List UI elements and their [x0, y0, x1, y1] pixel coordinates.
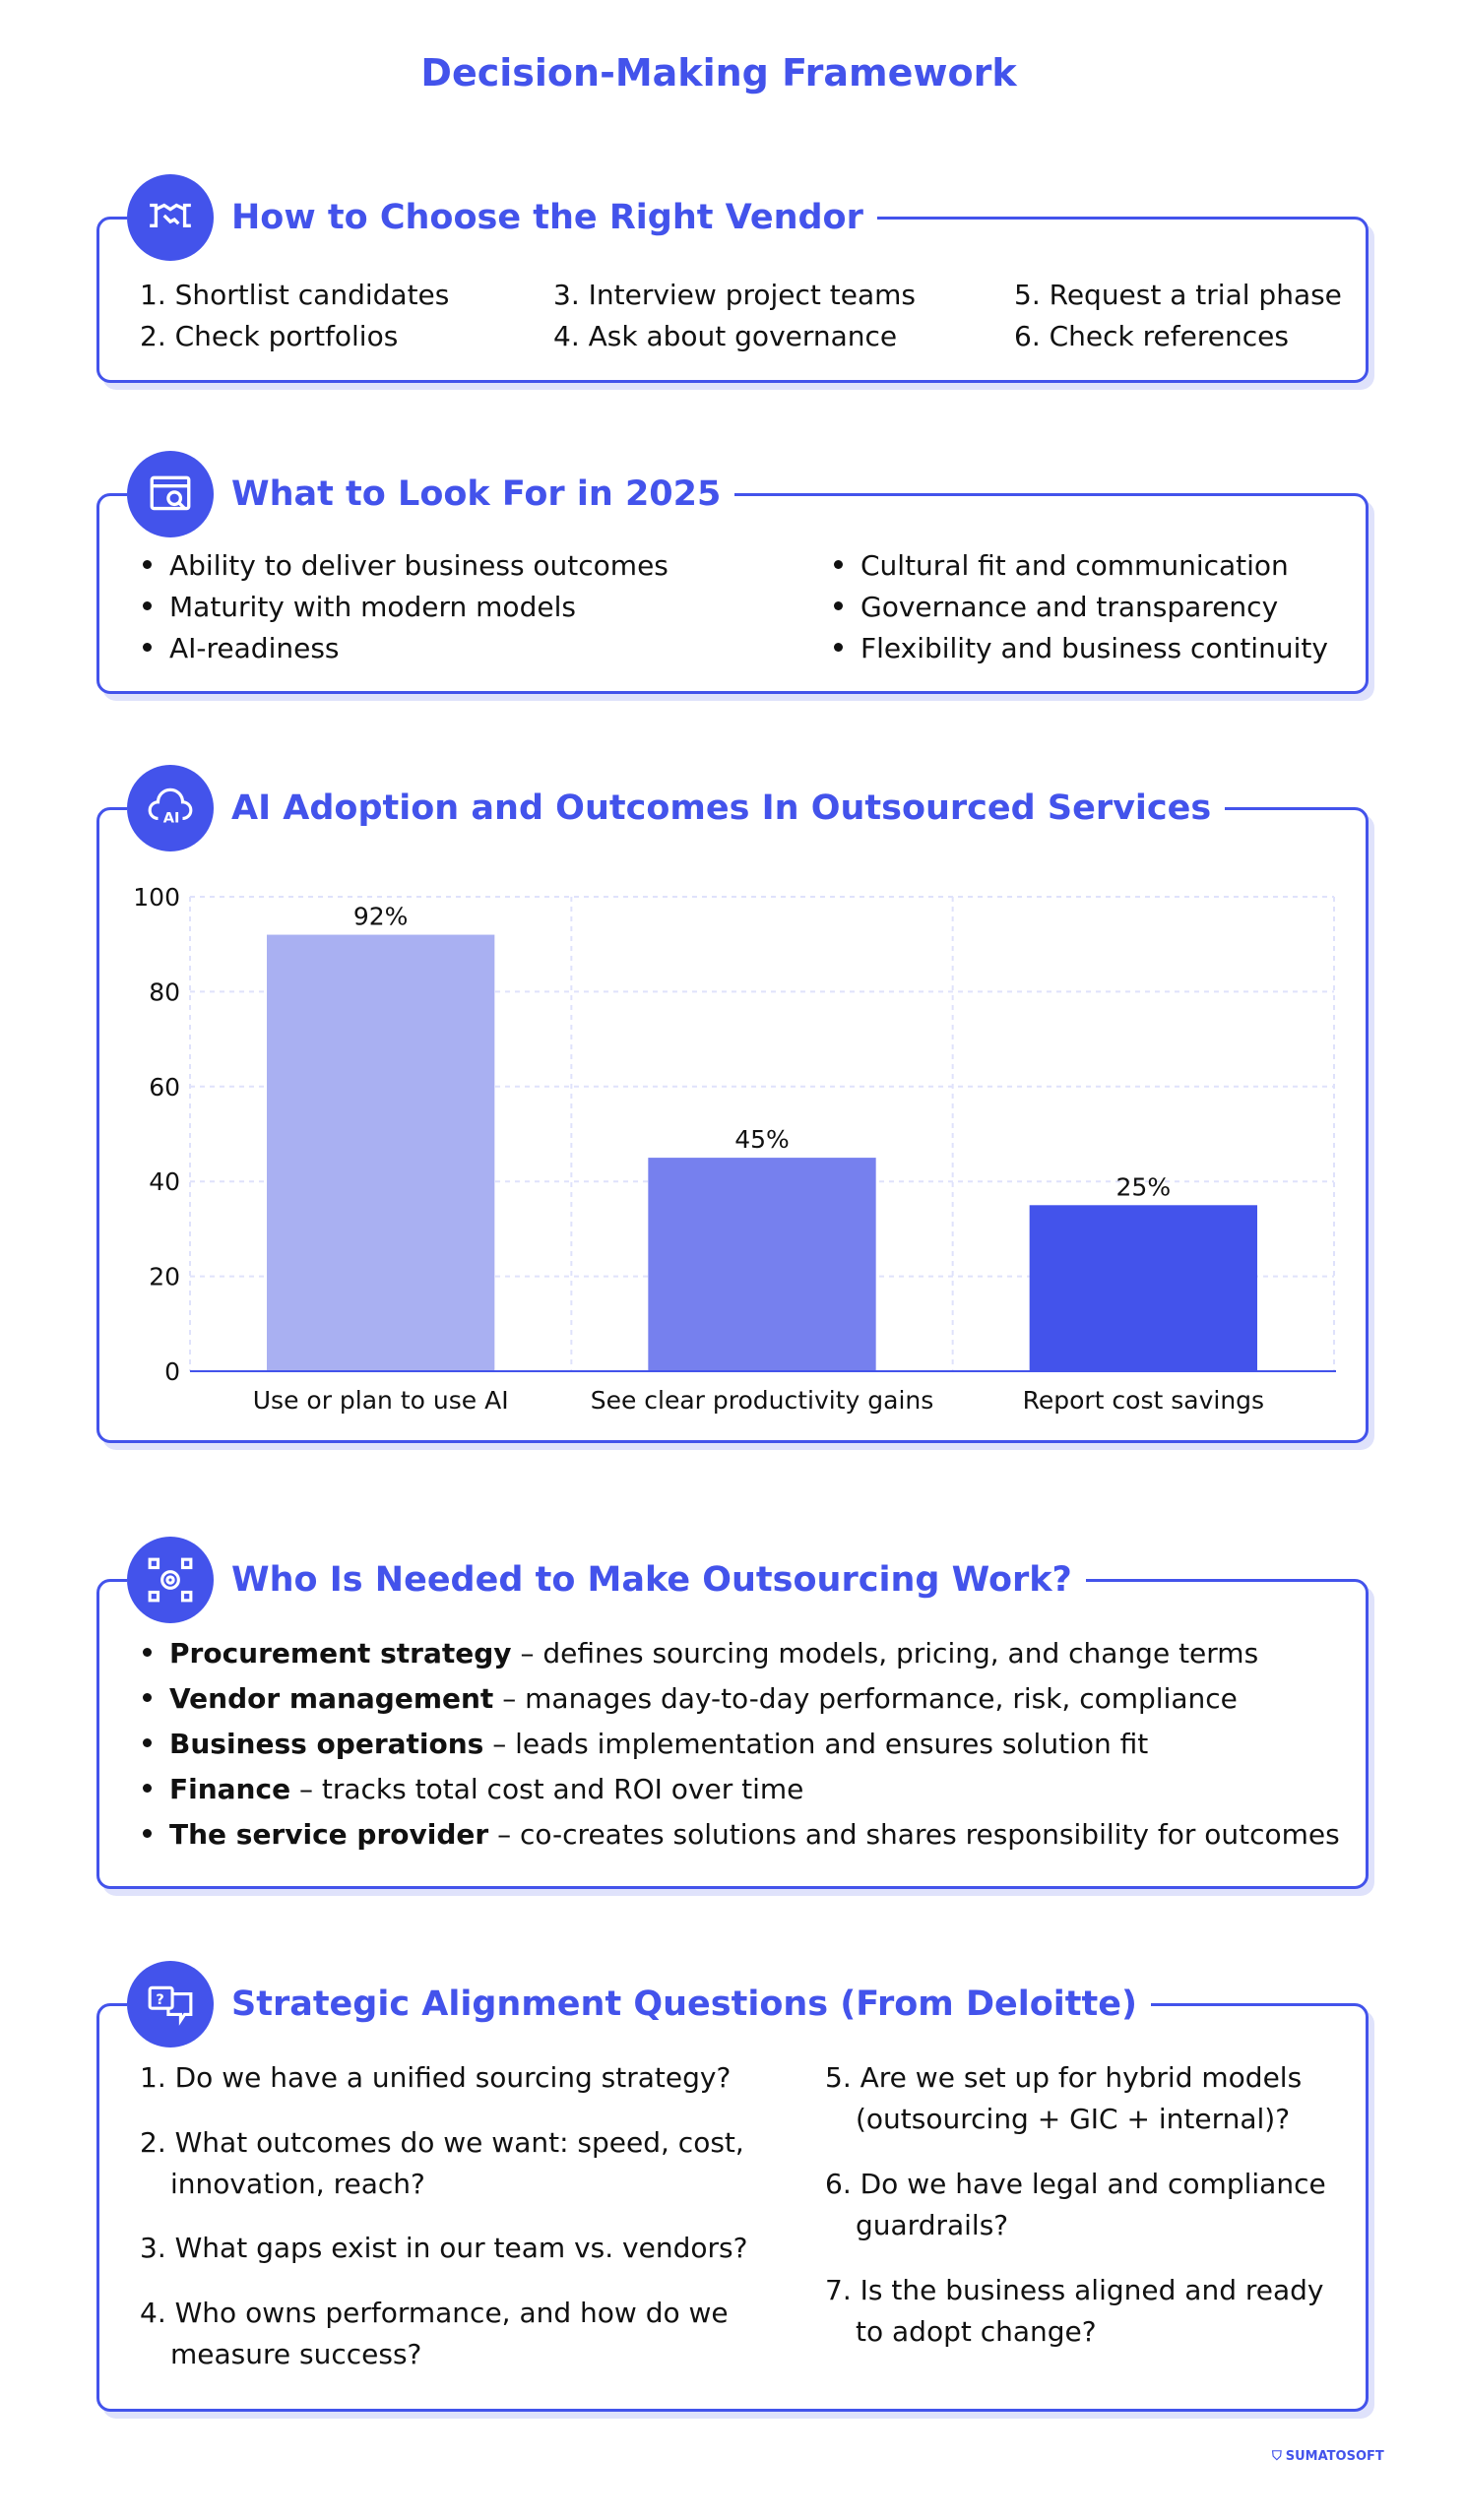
list-item: The service provider – co-creates soluti… — [143, 1814, 1340, 1856]
gear-network-icon — [127, 1537, 214, 1623]
bar — [267, 934, 495, 1371]
role-name: The service provider — [169, 1818, 489, 1851]
role-description: – manages day-to-day performance, risk, … — [493, 1682, 1238, 1715]
role-description: – co-creates solutions and shares respon… — [488, 1818, 1340, 1851]
question-item: 2. What outcomes do we want: speed, cost… — [140, 2126, 744, 2159]
question-item: 3. What gaps exist in our team vs. vendo… — [140, 2232, 748, 2264]
cloud-ai-icon: AI — [127, 765, 214, 851]
role-name: Finance — [169, 1773, 291, 1805]
handshake-icon — [127, 174, 214, 261]
y-tick-label: 20 — [149, 1263, 180, 1292]
list-item: 6. Check references — [1014, 320, 1289, 352]
chat-question-icon: ? — [127, 1961, 214, 2048]
list-item: Procurement strategy – defines sourcing … — [143, 1633, 1258, 1674]
svg-text:AI: AI — [163, 810, 180, 827]
bar-chart: 0 20 40 60 80 100 92% Use or plan to use AI 45% S… — [133, 883, 1336, 1415]
data-label: 45% — [734, 1125, 790, 1154]
role-description: – defines sourcing models, pricing, and … — [511, 1637, 1259, 1670]
role-name: Vendor management — [169, 1682, 494, 1715]
y-tick-label: 80 — [149, 977, 180, 1006]
list-item: 1. Shortlist candidates — [140, 279, 450, 311]
section-heading: How to Choose the Right Vendor — [231, 198, 863, 237]
y-tick-label: 100 — [133, 883, 180, 912]
list-item: 3. Interview project teams — [553, 279, 917, 311]
role-description: – leads implementation and ensures solut… — [483, 1728, 1149, 1760]
role-name: Procurement strategy — [169, 1637, 512, 1670]
chart-section: AI AI Adoption and Outcomes In Outsource… — [96, 765, 1369, 1443]
y-tick-label: 60 — [149, 1073, 180, 1102]
section-heading: Who Is Needed to Make Outsourcing Work? — [231, 1560, 1072, 1600]
list-item: 2. Check portfolios — [140, 320, 399, 352]
who-section: Who Is Needed to Make Outsourcing Work? … — [96, 1537, 1369, 1889]
question-item: 7. Is the business aligned and ready — [825, 2274, 1324, 2306]
list-item: 5. Request a trial phase — [1014, 279, 1342, 311]
shield-logo-icon: ⛉ — [1272, 2449, 1282, 2464]
y-tick-label: 40 — [149, 1167, 180, 1196]
question-item: to adopt change? — [856, 2315, 1097, 2348]
logo-text: SUMATOSOFT — [1285, 2449, 1384, 2464]
role-name: Business operations — [169, 1728, 484, 1760]
question-item: (outsourcing + GIC + internal)? — [856, 2103, 1291, 2135]
list-item: Vendor management – manages day-to-day p… — [143, 1678, 1238, 1720]
x-tick-label: Use or plan to use AI — [253, 1386, 509, 1415]
list-item: Business operations – leads implementati… — [143, 1724, 1148, 1765]
list-item: Cultural fit and communication — [834, 545, 1289, 587]
question-item: measure success? — [170, 2338, 422, 2370]
bar — [648, 1158, 876, 1371]
question-item: innovation, reach? — [170, 2168, 425, 2200]
section-heading: What to Look For in 2025 — [231, 474, 722, 514]
question-item: 4. Who owns performance, and how do we — [140, 2297, 729, 2329]
data-label: 92% — [353, 903, 409, 931]
x-tick-label: See clear productivity gains — [591, 1386, 934, 1415]
page-title: Decision-Making Framework — [420, 51, 1017, 94]
svg-text:?: ? — [156, 1991, 163, 2008]
list-item: AI-readiness — [143, 628, 340, 669]
list-item: Finance – tracks total cost and ROI over… — [143, 1769, 803, 1810]
bar — [1029, 1205, 1257, 1371]
question-item: 1. Do we have a unified sourcing strateg… — [140, 2061, 732, 2094]
question-item: guardrails? — [856, 2209, 1009, 2241]
x-tick-label: Report cost savings — [1023, 1386, 1264, 1415]
section-heading: Strategic Alignment Questions (From Delo… — [231, 1984, 1137, 2024]
list-item: Flexibility and business continuity — [834, 628, 1328, 669]
list-item: Ability to deliver business outcomes — [143, 545, 669, 587]
y-tick-label: 0 — [164, 1357, 180, 1386]
look-section: What to Look For in 2025 Ability to deli… — [96, 451, 1369, 694]
section-heading: AI Adoption and Outcomes In Outsourced S… — [231, 788, 1212, 828]
list-item: 4. Ask about governance — [553, 320, 898, 352]
browser-search-icon — [127, 451, 214, 537]
question-item: 5. Are we set up for hybrid models — [825, 2061, 1303, 2094]
strategic-section: ? Strategic Alignment Questions (From De… — [96, 1961, 1369, 2412]
list-item: Governance and transparency — [834, 587, 1278, 628]
list-item: Maturity with modern models — [143, 587, 576, 628]
data-label: 25% — [1116, 1172, 1172, 1201]
question-item: 6. Do we have legal and compliance — [825, 2168, 1326, 2200]
sumatosoft-logo: ⛉ SUMATOSOFT — [1272, 2449, 1384, 2464]
vendor-section: How to Choose the Right Vendor 1. Shortl… — [96, 174, 1369, 383]
role-description: – tracks total cost and ROI over time — [290, 1773, 804, 1805]
